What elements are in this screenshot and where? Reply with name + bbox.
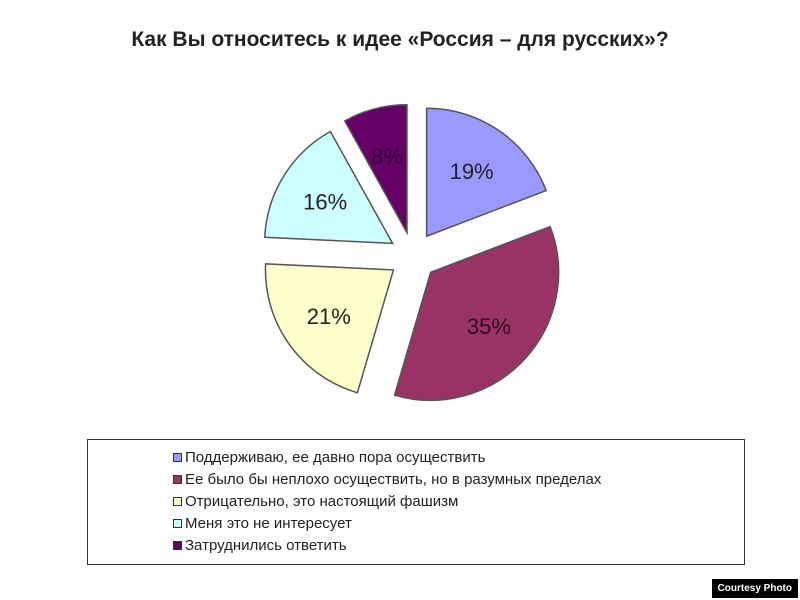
- legend-label: Меня это не интересует: [185, 514, 352, 532]
- legend-item: Меня это не интересует: [173, 512, 352, 534]
- chart-title: Как Вы относитесь к идее «Россия – для р…: [131, 28, 669, 51]
- pie-slice: [263, 130, 394, 245]
- legend-swatch: [173, 474, 182, 484]
- legend-label: Отрицательно, это настоящий фашизм: [185, 492, 459, 510]
- pie-slice: [343, 104, 408, 236]
- legend-item: Ее было бы неплохо осуществить, но в раз…: [173, 468, 601, 490]
- pie-slice: [393, 225, 560, 402]
- legend-swatch: [173, 496, 182, 506]
- slice-label: 19%: [450, 159, 494, 184]
- pie-slice: [264, 263, 395, 394]
- legend-label: Ее было бы неплохо осуществить, но в раз…: [185, 470, 602, 488]
- pie-slice: [425, 107, 548, 238]
- legend-swatch: [173, 518, 182, 528]
- legend-item: Поддерживаю, ее давно пора осуществить: [173, 446, 485, 468]
- legend-label: Затруднились ответить: [185, 536, 347, 554]
- slice-label: 16%: [303, 190, 347, 215]
- slice-label: 35%: [467, 314, 511, 339]
- legend-item: Отрицательно, это настоящий фашизм: [173, 490, 458, 512]
- pie-chart: 19% 35% 21% 16% 8%: [263, 104, 560, 402]
- legend-label: Поддерживаю, ее давно пора осуществить: [185, 448, 486, 466]
- legend: Поддерживаю, ее давно пора осуществить Ее…: [87, 439, 745, 565]
- slice-label: 8%: [371, 144, 403, 169]
- legend-swatch: [173, 540, 182, 550]
- legend-item: Затруднились ответить: [173, 534, 347, 556]
- slice-label: 21%: [307, 304, 351, 329]
- legend-swatch: [173, 452, 182, 462]
- courtesy-badge: Courtesy Photo: [711, 579, 798, 598]
